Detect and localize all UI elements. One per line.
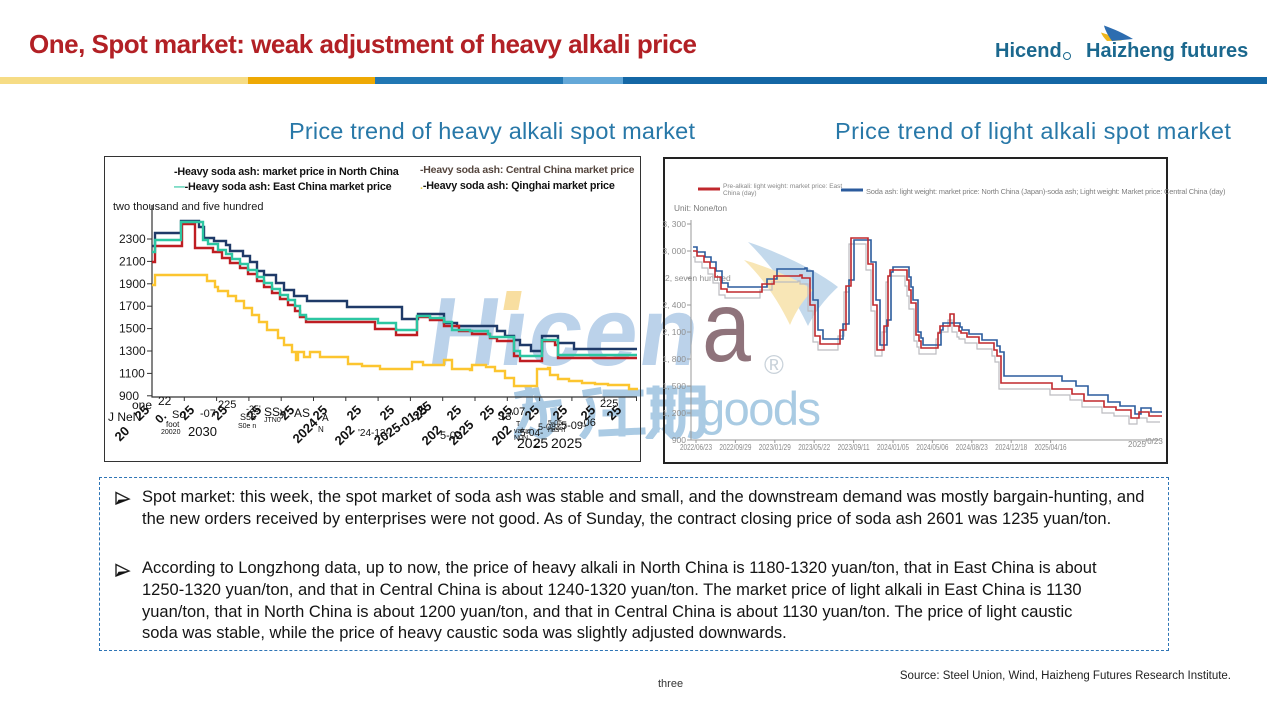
svg-text:2024/01/05: 2024/01/05: [877, 443, 909, 452]
svg-text:5-08&7: 5-08&7: [538, 422, 567, 432]
svg-text:3, 300: 3, 300: [662, 219, 686, 229]
svg-text:-06: -06: [580, 417, 596, 429]
svg-text:-07: -07: [200, 408, 216, 420]
svg-text:N: N: [318, 425, 324, 434]
svg-text:07-: 07-: [513, 406, 529, 418]
svg-text:SSy: SSy: [264, 405, 286, 419]
svg-text:2030: 2030: [188, 424, 217, 439]
svg-text:2100: 2100: [119, 254, 146, 268]
svg-text:2022/09/29: 2022/09/29: [719, 443, 751, 452]
svg-text:2025: 2025: [1128, 440, 1146, 449]
svg-text:1700: 1700: [119, 299, 146, 313]
svg-text:T: T: [516, 421, 521, 428]
svg-text:2300: 2300: [119, 232, 146, 246]
svg-text:225: 225: [218, 399, 236, 411]
svg-text:2024/12/18: 2024/12/18: [995, 443, 1027, 452]
svg-text:JTN0: JTN0: [264, 417, 281, 424]
svg-text:has n: has n: [548, 427, 565, 434]
svg-text:5-04-: 5-04-: [520, 428, 543, 439]
svg-text:2024/05/06: 2024/05/06: [916, 443, 948, 452]
svg-text:900: 900: [672, 435, 686, 445]
svg-text:2, seven hundred: 2, seven hundred: [665, 273, 731, 283]
svg-text:900: 900: [119, 389, 139, 403]
svg-text:2024/08/23: 2024/08/23: [956, 443, 988, 452]
svg-text:2025: 2025: [551, 435, 582, 451]
svg-text:20020: 20020: [161, 429, 181, 436]
svg-text:22: 22: [158, 394, 172, 408]
svg-text:3, 000: 3, 000: [662, 246, 686, 256]
svg-text:1, 800: 1, 800: [662, 354, 686, 364]
svg-text:5-09-: 5-09-: [561, 420, 587, 432]
svg-text:N0N: N0N: [514, 435, 528, 442]
svg-text:1100: 1100: [119, 366, 145, 380]
svg-text:/0/23: /0/23: [1145, 437, 1163, 446]
svg-text:2, 100: 2, 100: [662, 327, 686, 337]
svg-text:225: 225: [600, 398, 618, 410]
svg-text:5-05: 5-05: [548, 420, 562, 427]
svg-text:2025: 2025: [517, 435, 548, 451]
svg-text:2022/06/23: 2022/06/23: [680, 443, 712, 452]
svg-text:1, 200: 1, 200: [662, 408, 686, 418]
svg-text:2025/04/16: 2025/04/16: [1035, 443, 1067, 452]
svg-text:1, 500: 1, 500: [662, 381, 686, 391]
svg-text:2023/09/11: 2023/09/11: [838, 443, 870, 452]
svg-text:2023/05/22: 2023/05/22: [798, 443, 830, 452]
svg-text:A: A: [322, 413, 329, 424]
svg-text:2023/01/29: 2023/01/29: [759, 443, 791, 452]
svg-text:one: one: [132, 398, 152, 412]
svg-text:1500: 1500: [119, 322, 146, 336]
svg-text:value: value: [514, 428, 531, 435]
svg-text:1900: 1900: [119, 277, 146, 291]
svg-text:1300: 1300: [119, 344, 146, 358]
svg-text:foot: foot: [166, 420, 180, 429]
svg-text:5-02: 5-02: [440, 430, 462, 442]
svg-text:S0e n: S0e n: [238, 423, 256, 430]
svg-text:J NeN: J NeN: [108, 410, 141, 424]
svg-text:So: So: [172, 409, 185, 421]
svg-text:2: 2: [534, 436, 541, 450]
svg-text:S3': S3': [498, 411, 514, 423]
svg-text:S56: S56: [240, 412, 256, 422]
svg-text:'24-12-: '24-12-: [358, 428, 389, 439]
svg-text:2, 400: 2, 400: [662, 300, 686, 310]
svg-text:AS: AS: [294, 406, 310, 420]
svg-text:-25': -25': [246, 404, 261, 414]
